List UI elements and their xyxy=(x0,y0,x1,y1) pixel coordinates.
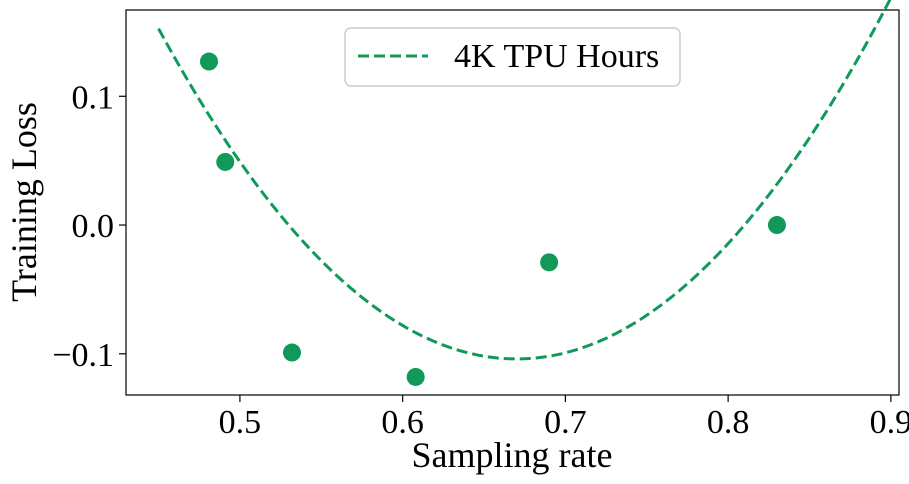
x-tick-label: 0.8 xyxy=(707,404,750,441)
data-point-5 xyxy=(540,253,559,272)
y-axis-title: Training Loss xyxy=(4,102,44,302)
data-point-3 xyxy=(282,343,301,362)
x-tick-label: 0.6 xyxy=(381,404,424,441)
data-point-4 xyxy=(406,367,425,386)
data-point-6 xyxy=(767,216,786,235)
data-point-2 xyxy=(216,152,235,171)
plot-frame xyxy=(125,9,900,396)
x-axis-title: Sampling rate xyxy=(412,435,613,475)
x-tick-label: 0.7 xyxy=(544,404,587,441)
legend: 4K TPU Hours xyxy=(344,27,681,87)
y-tick-label: 0.1 xyxy=(72,79,115,116)
x-tick-label: 0.5 xyxy=(219,404,262,441)
data-point-1 xyxy=(200,52,218,71)
legend-label: 4K TPU Hours xyxy=(454,38,659,75)
x-tick-label: 0.9 xyxy=(870,404,909,441)
fit-curve-0 xyxy=(157,0,892,361)
legend-frame xyxy=(344,27,681,87)
y-tick-label: 0.0 xyxy=(72,208,115,245)
y-tick-label: −0.1 xyxy=(52,337,114,374)
